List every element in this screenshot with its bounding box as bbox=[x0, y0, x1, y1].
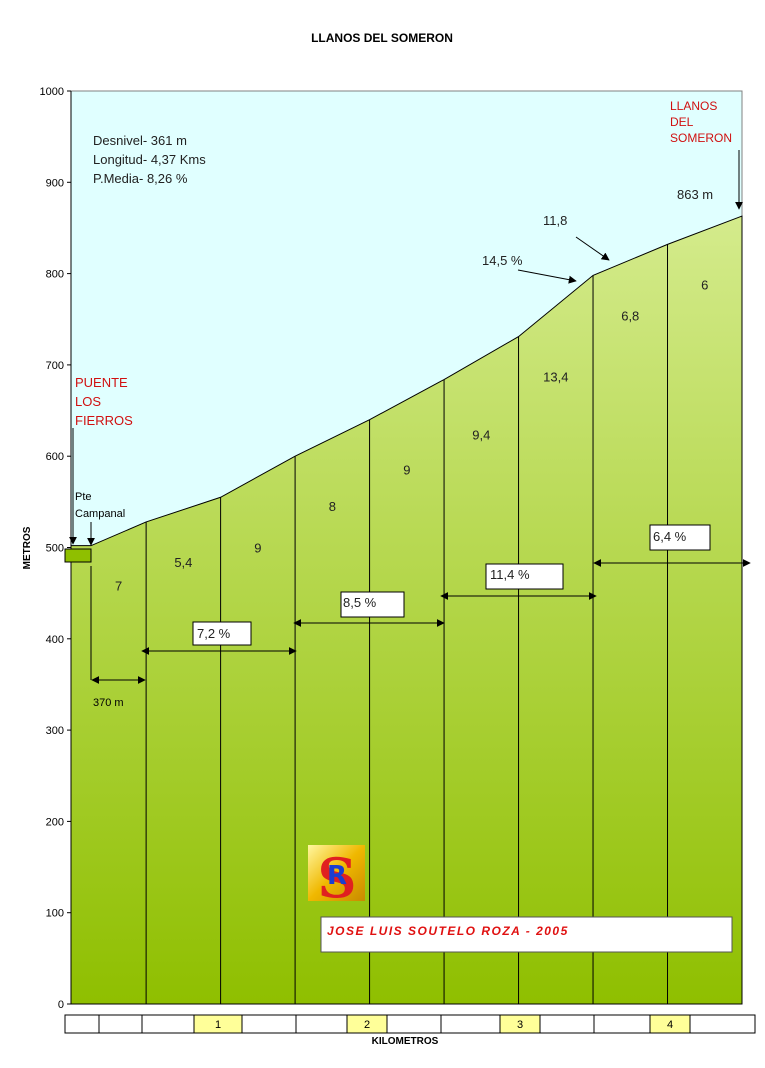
segment-gradient-label: 9 bbox=[254, 540, 261, 555]
y-tick-label: 900 bbox=[46, 177, 64, 189]
segment-gradient-label: 8 bbox=[329, 499, 336, 514]
km-marker-label: 4 bbox=[667, 1019, 673, 1031]
end-label-line1: LLANOS bbox=[670, 99, 717, 113]
start-label-line1: PUENTE bbox=[75, 375, 128, 390]
start-label-line3: FIERROS bbox=[75, 413, 133, 428]
y-tick-label: 0 bbox=[58, 999, 64, 1011]
range-avg-box-3 bbox=[485, 563, 564, 590]
y-tick-label: 700 bbox=[46, 360, 64, 372]
max-grad-label-2: 14,5 % bbox=[482, 253, 523, 268]
segment-gradient-label: 13,4 bbox=[543, 370, 568, 385]
segment-gradient-label: 6,8 bbox=[621, 308, 639, 323]
x-axis-label: KILOMETROS bbox=[372, 1036, 439, 1047]
range-avg-box-2 bbox=[340, 591, 405, 618]
end-label-line3: SOMERON bbox=[670, 131, 732, 145]
end-altitude: 863 m bbox=[677, 187, 713, 202]
author-logo: S R bbox=[308, 845, 365, 910]
y-tick-label: 100 bbox=[46, 908, 64, 920]
range-avg-1: 7,2 % bbox=[197, 626, 231, 641]
segment-gradient-label: 9 bbox=[403, 463, 410, 478]
km-marker-box bbox=[499, 1014, 541, 1034]
y-tick-label: 500 bbox=[46, 543, 64, 555]
start-sublabel-line1: Pte bbox=[75, 491, 92, 503]
y-tick-label: 600 bbox=[46, 451, 64, 463]
km-marker-box bbox=[346, 1014, 388, 1034]
chart-title: LLANOS DEL SOMERON bbox=[311, 31, 453, 45]
end-label-line2: DEL bbox=[670, 115, 694, 129]
author-credit: JOSE LUIS SOUTELO ROZA - 2005 bbox=[327, 924, 569, 938]
logo-letter-r: R bbox=[327, 861, 347, 891]
segment-gradient-label: 7 bbox=[115, 579, 122, 594]
range-avg-4: 6,4 % bbox=[653, 529, 687, 544]
start-label-line2: LOS bbox=[75, 394, 101, 409]
km-marker-box bbox=[193, 1014, 243, 1034]
y-tick-label: 400 bbox=[46, 634, 64, 646]
stat-pendiente-media: P.Media- 8,26 % bbox=[93, 171, 188, 186]
range-avg-2: 8,5 % bbox=[343, 595, 377, 610]
range-avg-box-1 bbox=[192, 621, 252, 646]
max-grad-label-1: 11,8 bbox=[543, 213, 567, 228]
km-marker-label: 2 bbox=[364, 1019, 370, 1031]
km-marker-box bbox=[649, 1014, 691, 1034]
y-axis-label: METROS bbox=[22, 526, 33, 569]
km-marker-label: 1 bbox=[215, 1019, 221, 1031]
segment-gradient-label: 6 bbox=[701, 277, 708, 292]
logo-letter-s: S bbox=[318, 846, 357, 910]
segment-gradient-label: 5,4 bbox=[174, 555, 192, 570]
segment-gradient-label: 9,4 bbox=[472, 428, 490, 443]
start-marker bbox=[64, 548, 92, 563]
start-sublabel-line2: Campanal bbox=[75, 508, 125, 520]
y-tick-label: 200 bbox=[46, 816, 64, 828]
stat-desnivel: Desnivel- 361 m bbox=[93, 133, 187, 148]
stat-longitud: Longitud- 4,37 Kms bbox=[93, 152, 206, 167]
max-grad-arrow-2 bbox=[517, 269, 577, 284]
elevation-area bbox=[70, 215, 743, 1005]
max-grad-arrow-1 bbox=[575, 236, 610, 261]
span-370-label: 370 m bbox=[93, 697, 124, 709]
y-tick-label: 1000 bbox=[40, 86, 64, 98]
author-box bbox=[320, 916, 733, 953]
y-tick-label: 800 bbox=[46, 269, 64, 281]
y-tick-label: 300 bbox=[46, 725, 64, 737]
logo-background bbox=[308, 845, 365, 901]
range-avg-box-4 bbox=[649, 524, 711, 551]
km-marker-label: 3 bbox=[517, 1019, 523, 1031]
range-avg-3: 11,4 % bbox=[490, 567, 530, 582]
